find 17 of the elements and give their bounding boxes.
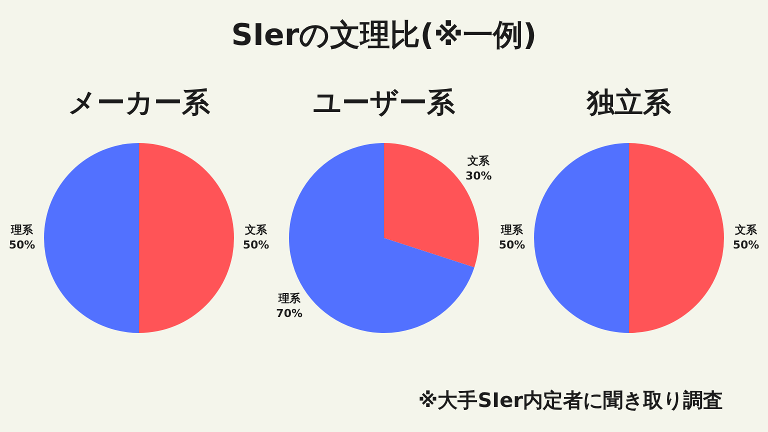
chart-title: 独立系 xyxy=(585,85,672,121)
slice-label: 文系 xyxy=(244,223,268,236)
slice-label: 理系 xyxy=(10,223,34,236)
data-label: 50% xyxy=(732,238,760,252)
slice-label: 理系 xyxy=(500,223,524,236)
slice-label: 文系 xyxy=(734,223,758,236)
data-label: 30% xyxy=(465,170,492,183)
text: SIerの文理比(※一例) xyxy=(230,17,538,55)
data-label: 50% xyxy=(242,238,270,252)
chart-title: ユーザー系 xyxy=(312,85,456,121)
chart-title: メーカー系 xyxy=(67,85,211,121)
data-label: 50% xyxy=(8,238,36,252)
data-label: 70% xyxy=(276,307,303,320)
data-label: 50% xyxy=(498,238,526,252)
slice-label: 理系 xyxy=(277,292,302,306)
text: ※大手SIer内定者に聞き取り調査 xyxy=(418,387,723,414)
slice-label: 文系 xyxy=(466,154,491,168)
